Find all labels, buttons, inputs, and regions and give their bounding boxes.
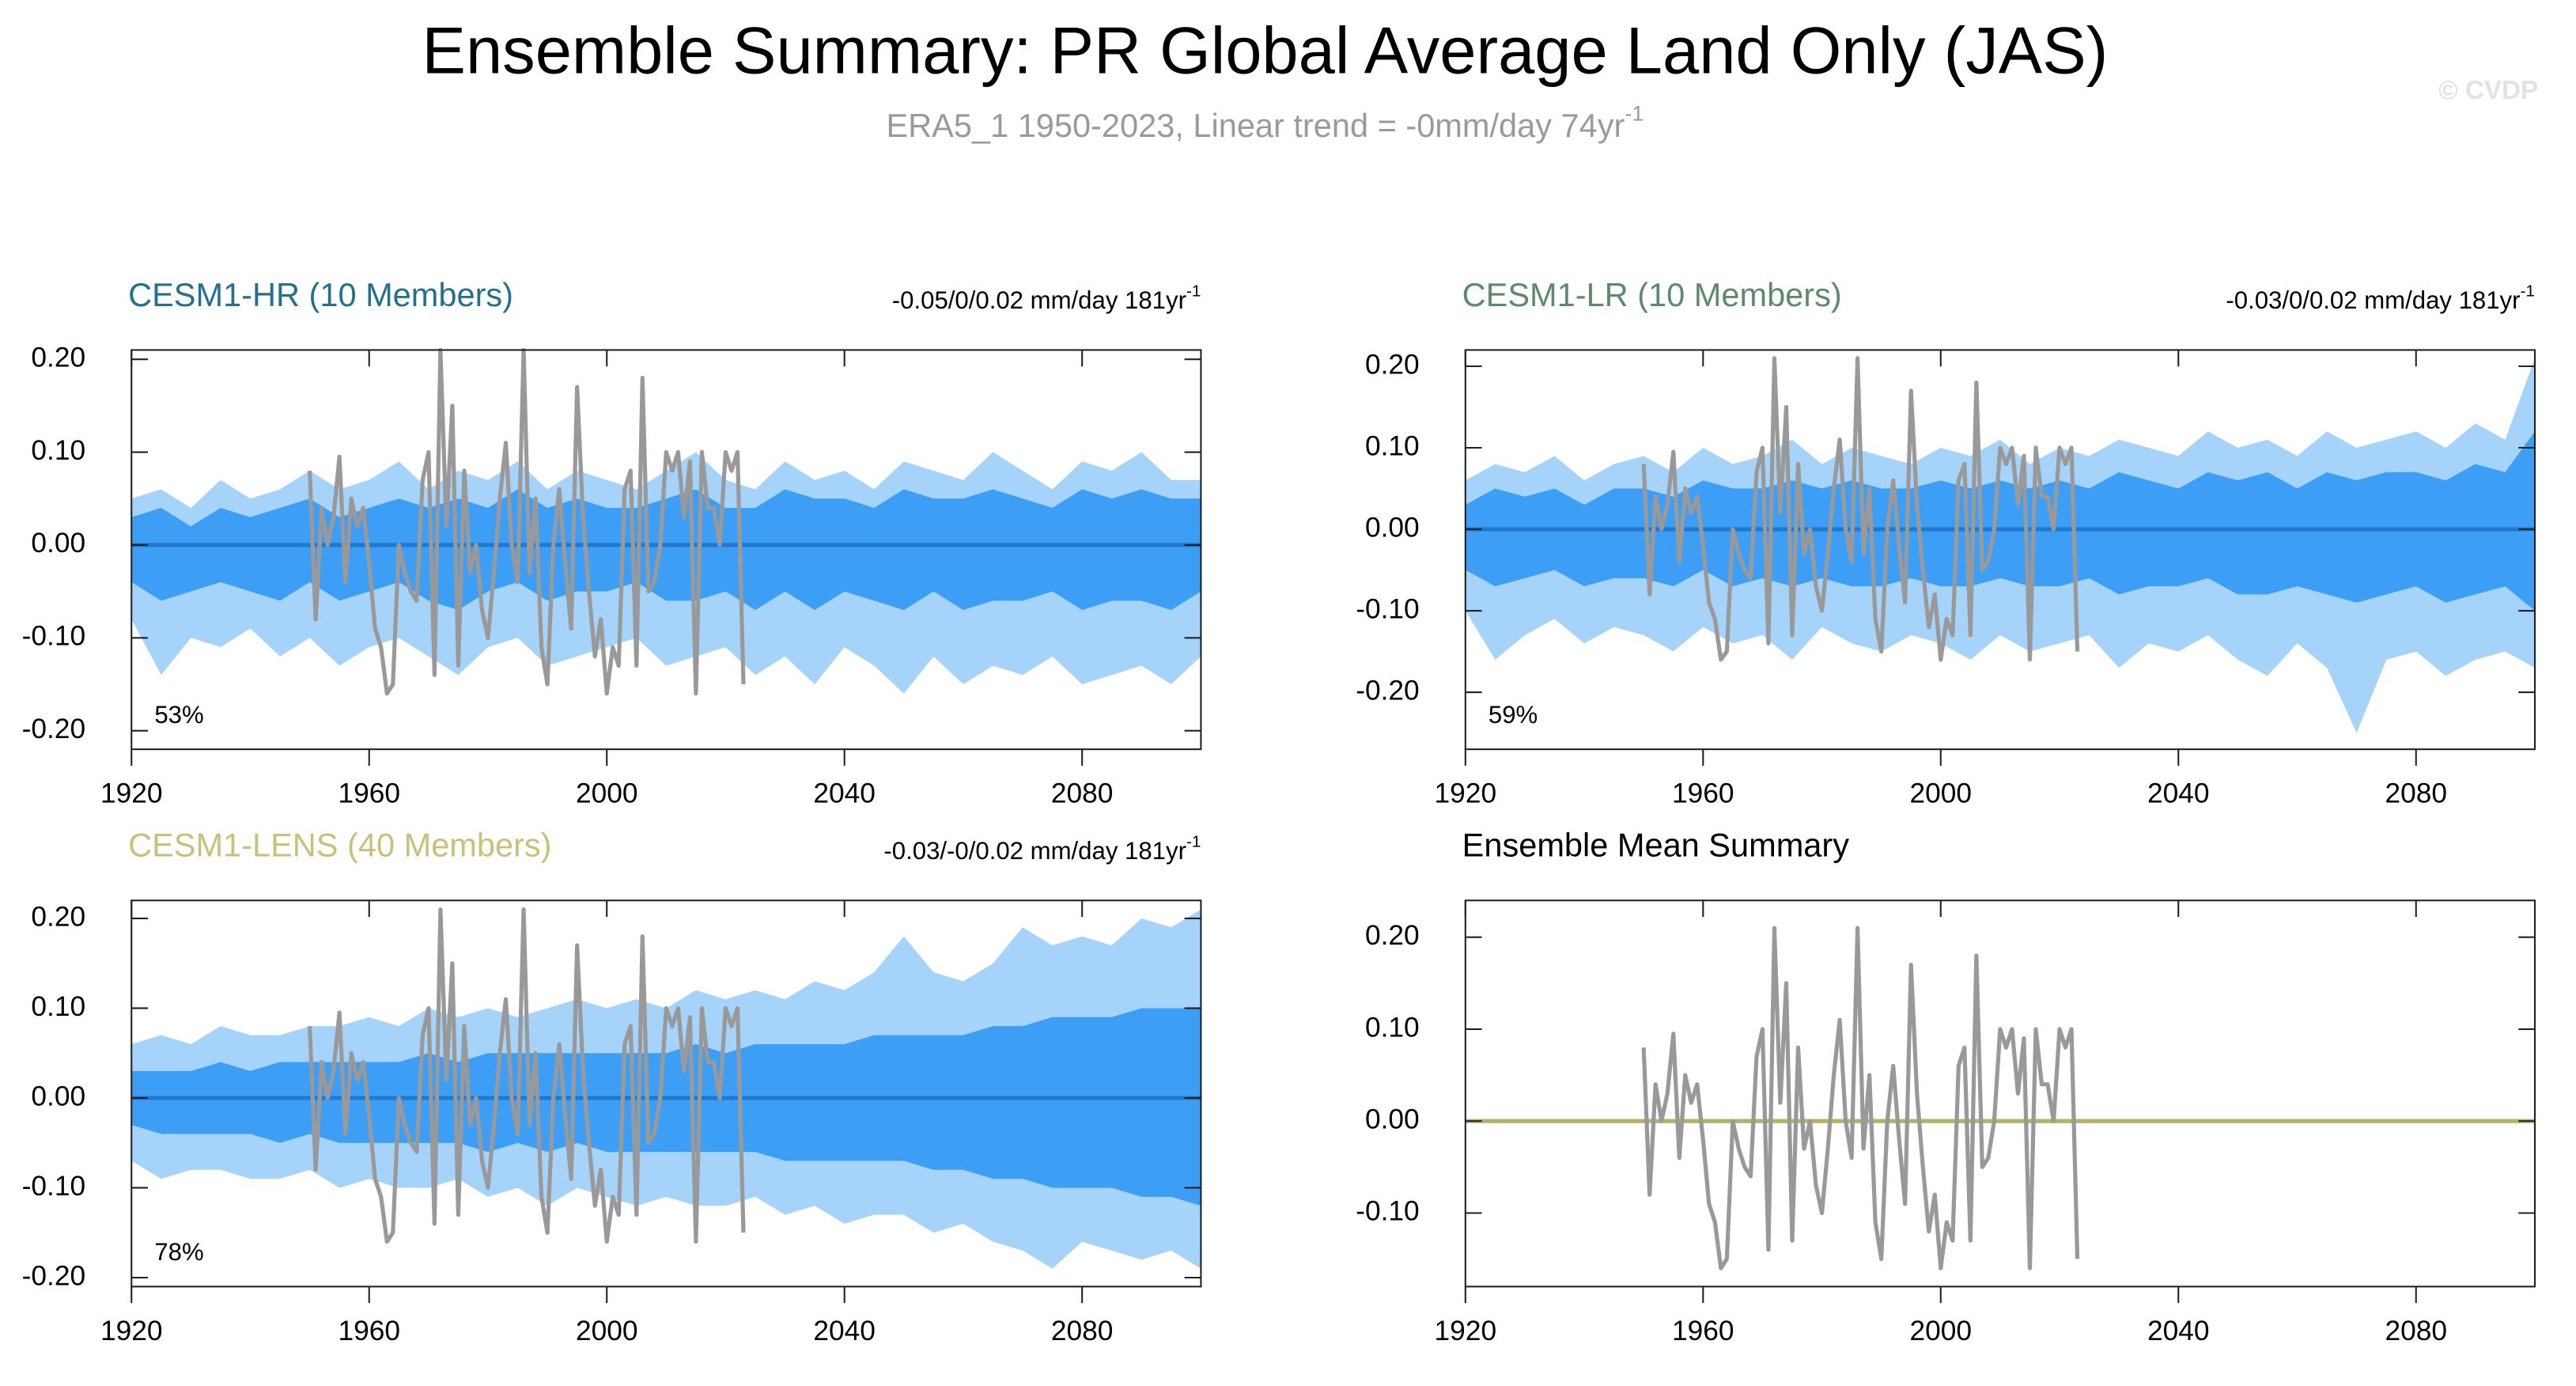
x-tick-label: 1960 — [338, 778, 400, 809]
x-tick-label: 2000 — [576, 1316, 638, 1346]
observation-line — [1641, 356, 2080, 662]
percent-annotation: 59% — [1488, 701, 1538, 729]
panel-title: CESM1-LR (10 Members) — [1462, 276, 1842, 313]
x-tick-label: 2040 — [2147, 1316, 2210, 1346]
trend-label: -0.05/0/0.02 mm/day 181yr-1 — [892, 282, 1201, 314]
panel-title: Ensemble Mean Summary — [1462, 827, 1850, 864]
y-tick-label: 0.10 — [31, 435, 85, 466]
panel-title: CESM1-LENS (40 Members) — [128, 827, 551, 864]
percent-annotation: 53% — [154, 701, 203, 729]
figure-title: Ensemble Summary: PR Global Average Land… — [422, 14, 2109, 88]
y-tick-label: -0.20 — [1356, 675, 1419, 706]
x-tick-label: 2040 — [2147, 778, 2210, 809]
observation-line — [1641, 926, 2080, 1270]
panel: 0.20 0.10 0.00 -0.10 -0.20 1920 1960 2000 2040 20… — [22, 276, 1202, 809]
plot-frame — [1464, 899, 2536, 1288]
trend-text: -0.05/0/0.02 mm/day 181yr — [892, 286, 1186, 314]
y-tick-label: 0.10 — [31, 991, 85, 1022]
spread-band — [131, 489, 1201, 611]
x-tick-label: 1920 — [1435, 778, 1497, 809]
x-tick-label: 1920 — [100, 1316, 163, 1346]
plot-frame — [131, 899, 1202, 1288]
y-tick-label: 0.00 — [31, 528, 85, 559]
panel: 0.20 0.10 0.00 -0.10 -0.20 1920 1960 2000 2040 20… — [22, 827, 1202, 1346]
y-tick-label: 0.00 — [31, 1081, 85, 1111]
y-tick-label: 0.20 — [1365, 920, 1420, 951]
subtitle-superscript: -1 — [1625, 102, 1644, 126]
spread-band — [131, 1008, 1201, 1206]
y-tick-label: -0.10 — [22, 621, 85, 652]
trend-label: -0.03/-0/0.02 mm/day 181yr-1 — [883, 833, 1201, 865]
percent-annotation: 78% — [154, 1238, 203, 1266]
x-tick-label: 2080 — [1051, 778, 1114, 809]
y-tick-label: -0.20 — [22, 1260, 85, 1291]
panel: 0.20 0.10 0.00 -0.10 -0.20 1920 1960 2000 2040 20… — [1356, 276, 2536, 809]
x-tick-label: 1920 — [100, 778, 163, 809]
x-tick-label: 1960 — [1672, 1316, 1734, 1346]
y-tick-label: -0.20 — [22, 714, 85, 744]
x-tick-label: 2000 — [1910, 778, 1973, 809]
x-tick-label: 1960 — [1672, 778, 1734, 809]
plot-frame — [131, 349, 1202, 751]
trend-superscript: -1 — [1186, 282, 1201, 301]
x-tick-label: 2040 — [813, 778, 876, 809]
x-tick-label: 1920 — [1435, 1316, 1497, 1346]
trend-superscript: -1 — [1186, 833, 1201, 851]
figure-subtitle: ERA5_1 1950-2023, Linear trend = -0mm/da… — [886, 102, 1644, 144]
y-tick-label: -0.10 — [1356, 593, 1419, 624]
y-tick-label: 0.20 — [31, 901, 85, 932]
x-tick-label: 2080 — [2385, 1316, 2447, 1346]
panel-title: CESM1-HR (10 Members) — [128, 276, 513, 313]
y-tick-label: 0.10 — [1365, 430, 1420, 461]
trend-label: -0.03/0/0.02 mm/day 181yr-1 — [2226, 282, 2535, 314]
subtitle-text: ERA5_1 1950-2023, Linear trend = -0mm/da… — [886, 107, 1625, 144]
x-tick-label: 2040 — [813, 1316, 876, 1346]
y-tick-label: -0.10 — [22, 1171, 85, 1202]
y-tick-label: 0.20 — [31, 342, 85, 373]
y-tick-label: 0.00 — [1365, 512, 1420, 543]
observation-line — [308, 347, 746, 696]
trend-superscript: -1 — [2521, 282, 2535, 301]
plot-frame — [1464, 349, 2536, 751]
x-tick-label: 2000 — [1910, 1316, 1973, 1346]
x-tick-label: 2080 — [2385, 778, 2447, 809]
y-tick-label: -0.10 — [1356, 1196, 1419, 1227]
trend-text: -0.03/0/0.02 mm/day 181yr — [2226, 286, 2520, 314]
panel: 0.20 0.10 0.00 -0.10 1920 1960 2000 2040 2080 Ens… — [1356, 827, 2536, 1346]
x-tick-label: 1960 — [338, 1316, 400, 1346]
x-tick-label: 2080 — [1051, 1316, 1114, 1346]
trend-text: -0.03/-0/0.02 mm/day 181yr — [883, 837, 1186, 865]
y-tick-label: 0.00 — [1365, 1104, 1420, 1134]
y-tick-label: 0.20 — [1365, 349, 1420, 380]
y-tick-label: 0.10 — [1365, 1012, 1420, 1043]
watermark: © CVDP — [2438, 76, 2538, 105]
observation-line — [308, 907, 746, 1244]
x-tick-label: 2000 — [576, 778, 638, 809]
